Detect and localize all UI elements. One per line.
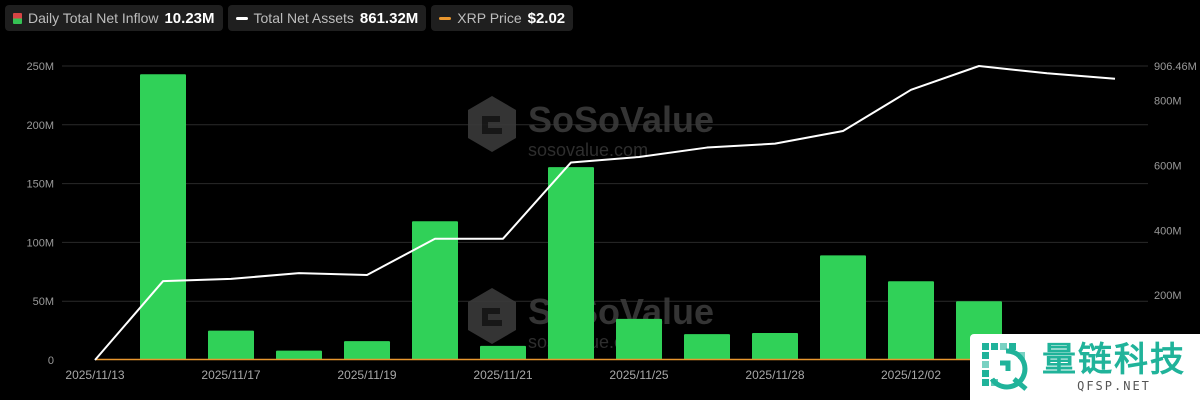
grid [62, 65, 1148, 302]
inflow-bar [684, 334, 730, 360]
y-right-tick-label: 600M [1154, 160, 1182, 172]
x-tick-label: 2025/11/13 [65, 368, 124, 382]
sosovalue-logo-icon [468, 96, 516, 152]
x-tick-label: 2025/11/17 [201, 368, 260, 382]
inflow-bar [820, 255, 866, 360]
price-swatch-icon [439, 16, 452, 20]
x-tick-label: 2025/11/19 [337, 368, 396, 382]
inflow-bar [888, 281, 934, 360]
legend-price-value: $2.02 [527, 9, 566, 27]
total-net-assets-line [94, 65, 1116, 361]
lines [94, 65, 1116, 361]
y-left-tick-label: 0 [48, 355, 54, 367]
inflow-bar [480, 345, 526, 360]
inflow-bar [140, 74, 186, 361]
y-axis-right: 200M 400M 600M 800M 906.46M [1154, 61, 1197, 302]
legend-assets-value: 861.32M [359, 9, 419, 27]
legend-inflow-label: Daily Total Net Inflow [28, 10, 159, 26]
x-tick-label: 2025/12/02 [881, 368, 941, 382]
y-left-tick-label: 250M [26, 61, 54, 73]
watermark-url: sosovalue.com [528, 140, 648, 160]
assets-swatch-icon [235, 16, 248, 20]
y-right-tick-label: 800M [1154, 96, 1182, 108]
inflow-bar [752, 332, 798, 360]
y-right-tick-label: 200M [1154, 290, 1182, 302]
qfsp-logo-icon [982, 343, 1028, 391]
logo-cn: 量链科技 [1042, 340, 1186, 380]
x-axis: 2025/11/13 2025/11/17 2025/11/19 2025/11/21… [65, 368, 941, 382]
sosovalue-logo-mark [482, 116, 502, 134]
legend: Daily Total Net Inflow 10.23M Total Net … [5, 5, 574, 31]
inflow-bar [412, 221, 458, 360]
inflow-bar [276, 350, 322, 360]
x-tick-label: 2025/11/21 [473, 368, 532, 382]
y-left-tick-label: 150M [26, 179, 54, 191]
qfsp-logo: 量链科技 QFSP.NET [970, 334, 1200, 400]
logo-en: QFSP.NET [1077, 379, 1151, 393]
x-tick-label: 2025/11/28 [745, 368, 804, 382]
y-left-tick-label: 100M [26, 237, 54, 249]
inflow-bar [616, 318, 662, 360]
inflow-bar [548, 167, 594, 360]
legend-inflow-value: 10.23M [164, 9, 215, 27]
legend-assets-label: Total Net Assets [253, 10, 354, 26]
y-left-tick-label: 50M [33, 296, 54, 308]
sosovalue-logo-mark [482, 308, 502, 326]
inflow-bar [344, 341, 390, 360]
inflow-swatch-icon [13, 12, 22, 24]
inflow-bar [208, 330, 254, 360]
legend-price[interactable]: XRP Price $2.02 [431, 5, 574, 31]
bars [140, 74, 1002, 361]
y-axis-left: 0 50M 100M 150M 200M 250M [26, 61, 54, 367]
watermark-brand: SoSoValue [528, 99, 714, 140]
x-tick-label: 2025/11/25 [609, 368, 668, 382]
qfsp-logo-text: 量链科技 QFSP.NET [1042, 341, 1186, 393]
sosovalue-logo-icon [468, 288, 516, 344]
y-right-tick-label: 906.46M [1154, 61, 1197, 73]
legend-inflow[interactable]: Daily Total Net Inflow 10.23M [5, 5, 223, 31]
y-left-tick-label: 200M [26, 120, 54, 132]
legend-price-label: XRP Price [457, 10, 522, 26]
legend-assets[interactable]: Total Net Assets 861.32M [227, 5, 427, 31]
y-right-tick-label: 400M [1154, 225, 1182, 237]
